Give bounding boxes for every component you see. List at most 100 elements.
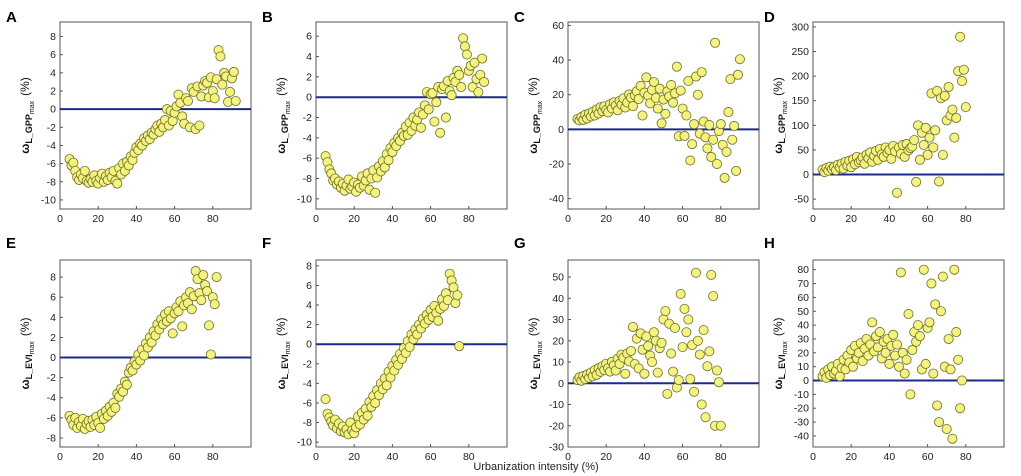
data-point (715, 119, 726, 130)
y-tick-label: -20 (549, 420, 564, 432)
data-point (79, 165, 90, 176)
data-point (895, 267, 906, 278)
y-tick-label: -6 (47, 158, 56, 170)
y-axis-subscript: L_EVI (24, 354, 34, 379)
data-point (903, 309, 914, 320)
y-axis-subsubscript: max (782, 100, 789, 114)
data-point (626, 345, 637, 356)
y-tick-label: 2 (50, 85, 56, 97)
y-axis-subsubscript: max (285, 100, 292, 114)
data-point (627, 321, 638, 332)
y-tick-label: 6 (306, 280, 312, 292)
data-point (901, 354, 912, 365)
data-point (228, 66, 239, 77)
y-tick-label: 50 (797, 306, 809, 318)
data-point (930, 125, 941, 136)
y-tick-label: -2 (47, 122, 56, 134)
panel-H: H0 20 40 60 80-40-30-20-1001020304050607080ω… (764, 235, 1005, 463)
data-point (907, 345, 918, 356)
data-point (477, 53, 488, 64)
data-point (694, 349, 705, 360)
data-point (431, 97, 442, 108)
x-tick-label: 0 (810, 213, 816, 225)
x-tick-label: 80 (207, 451, 219, 463)
panel-C: C 0 20 40 60 80 -40 -20 0 20 40 60 ωL_GPPmax (%) (514, 9, 760, 225)
y-tick-label: -10 (41, 194, 56, 206)
y-tick-label: 10 (552, 357, 564, 369)
y-axis-title: ωL_EVImax (%) (771, 317, 789, 389)
data-point (955, 403, 966, 414)
y-tick-label: 20 (552, 335, 564, 347)
data-point (926, 278, 937, 289)
y-tick-label: 4 (306, 51, 312, 63)
data-point (955, 31, 966, 42)
data-point (203, 320, 214, 331)
data-point (362, 410, 373, 421)
data-point (656, 337, 667, 348)
y-tick-label: -40 (794, 430, 809, 442)
data-point (479, 76, 490, 87)
y-tick-label: 6 (50, 49, 56, 61)
data-point (700, 412, 711, 423)
data-point (404, 342, 415, 353)
data-point (641, 72, 652, 83)
y-tick-label: 60 (552, 20, 564, 32)
data-point (708, 134, 719, 145)
data-point (662, 388, 673, 399)
x-tick-label: 60 (677, 213, 689, 225)
data-point (937, 271, 948, 282)
data-point (909, 135, 920, 146)
data-point (211, 272, 222, 283)
panel-label: E (6, 235, 16, 252)
y-axis-title: ωL_EVImax (%) (274, 317, 292, 389)
x-tick-label: 80 (463, 213, 475, 225)
plot-frame (567, 21, 760, 210)
y-tick-label: -4 (303, 378, 312, 390)
x-tick-label: 40 (884, 451, 896, 463)
data-point (209, 299, 220, 310)
data-point (459, 41, 470, 52)
data-point (715, 420, 726, 431)
data-point (112, 178, 123, 189)
data-point (949, 264, 960, 275)
y-axis-unit: (%) (18, 317, 32, 336)
y-axis-symbol: ω (274, 144, 288, 154)
y-axis-subsubscript: max (782, 341, 789, 355)
x-tick-label: 40 (131, 213, 143, 225)
y-tick-label: 40 (552, 55, 564, 67)
data-point (139, 350, 150, 361)
x-tick-label: 20 (845, 451, 857, 463)
y-axis-unit: (%) (771, 317, 785, 336)
data-point (956, 375, 967, 386)
y-tick-label: 40 (797, 320, 809, 332)
data-point (920, 358, 931, 369)
y-axis-unit: (%) (526, 317, 540, 336)
x-tick-label: 60 (677, 451, 689, 463)
data-point (652, 367, 663, 378)
x-tick-label: 0 (57, 451, 63, 463)
y-tick-label: -8 (47, 432, 56, 444)
y-tick-label: -40 (549, 193, 564, 205)
data-point (953, 354, 964, 365)
y-axis-subsubscript: max (537, 100, 544, 114)
y-axis-symbol: ω (526, 379, 540, 389)
y-axis-title: ωL_EVImax (%) (18, 317, 36, 389)
data-point (110, 402, 121, 413)
data-point (370, 397, 381, 408)
y-tick-label: 10 (797, 361, 809, 373)
data-point (230, 95, 241, 106)
y-tick-label: 40 (552, 293, 564, 305)
data-point (423, 104, 434, 115)
x-tick-label: 0 (313, 213, 319, 225)
y-tick-label: 2 (306, 319, 312, 331)
y-axis-symbol: ω (18, 379, 32, 389)
x-tick-label: 40 (387, 213, 399, 225)
data-point (943, 333, 954, 344)
plot-frame (315, 259, 508, 448)
x-tick-label: 60 (169, 451, 181, 463)
data-point (660, 305, 671, 316)
data-point (937, 149, 948, 160)
data-point (892, 187, 903, 198)
data-point (469, 57, 480, 68)
y-tick-label: -2 (303, 112, 312, 124)
